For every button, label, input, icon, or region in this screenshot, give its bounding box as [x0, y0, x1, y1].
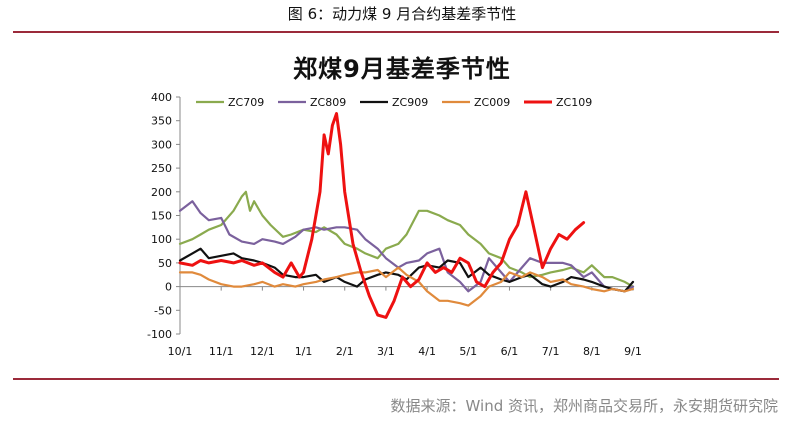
bottom-divider: [13, 378, 779, 380]
y-tick-label: -100: [147, 328, 172, 341]
x-tick-label: 8/1: [583, 345, 601, 358]
source-note: 数据来源：Wind 资讯，郑州商品交易所，永安期货研究院: [390, 397, 778, 415]
x-tick-label: 7/1: [542, 345, 560, 358]
y-tick-label: 50: [158, 257, 172, 270]
series-line-zc909: [178, 247, 635, 293]
x-tick-label: 3/1: [377, 345, 395, 358]
legend-label-zc809: ZC809: [310, 96, 346, 109]
x-tick-label: 6/1: [501, 345, 519, 358]
y-tick-label: 0: [165, 281, 172, 294]
legend-label-zc009: ZC009: [474, 96, 510, 109]
x-tick-label: 2/1: [336, 345, 354, 358]
chart-axes: -100 -50 0 50 100 150 200 250 300 350 400 10/1 11/1 1…: [147, 91, 642, 358]
y-tick-label: 200: [151, 186, 172, 199]
legend-label-zc709: ZC709: [228, 96, 264, 109]
legend-label-zc109: ZC109: [556, 96, 592, 109]
figure-caption: 图 6：动力煤 9 月合约基差季节性: [287, 5, 517, 23]
series-line-zc109: [178, 112, 586, 319]
legend-label-zc909: ZC909: [392, 96, 428, 109]
x-tick-label: 12/1: [250, 345, 275, 358]
series-line-zc809: [178, 200, 635, 293]
x-tick-label: 10/1: [168, 345, 193, 358]
y-tick-label: 250: [151, 162, 172, 175]
y-tick-label: 400: [151, 91, 172, 104]
y-tick-label: 150: [151, 210, 172, 223]
x-tick-label: 9/1: [624, 345, 642, 358]
series-line-zc009: [178, 266, 635, 307]
y-tick-label: -50: [154, 304, 172, 317]
x-tick-label: 4/1: [418, 345, 436, 358]
x-tick-label: 5/1: [459, 345, 477, 358]
y-tick-label: 100: [151, 233, 172, 246]
y-tick-label: 350: [151, 115, 172, 128]
y-tick-label: 300: [151, 138, 172, 151]
chart-series: [178, 112, 635, 319]
top-divider: [13, 31, 779, 33]
series-line-zc709: [178, 190, 635, 288]
chart-title: 郑煤9月基差季节性: [293, 55, 511, 83]
x-tick-label: 1/1: [295, 345, 313, 358]
chart-legend: ZC709 ZC809 ZC909 ZC009 ZC109: [196, 96, 592, 109]
x-tick-label: 11/1: [209, 345, 234, 358]
